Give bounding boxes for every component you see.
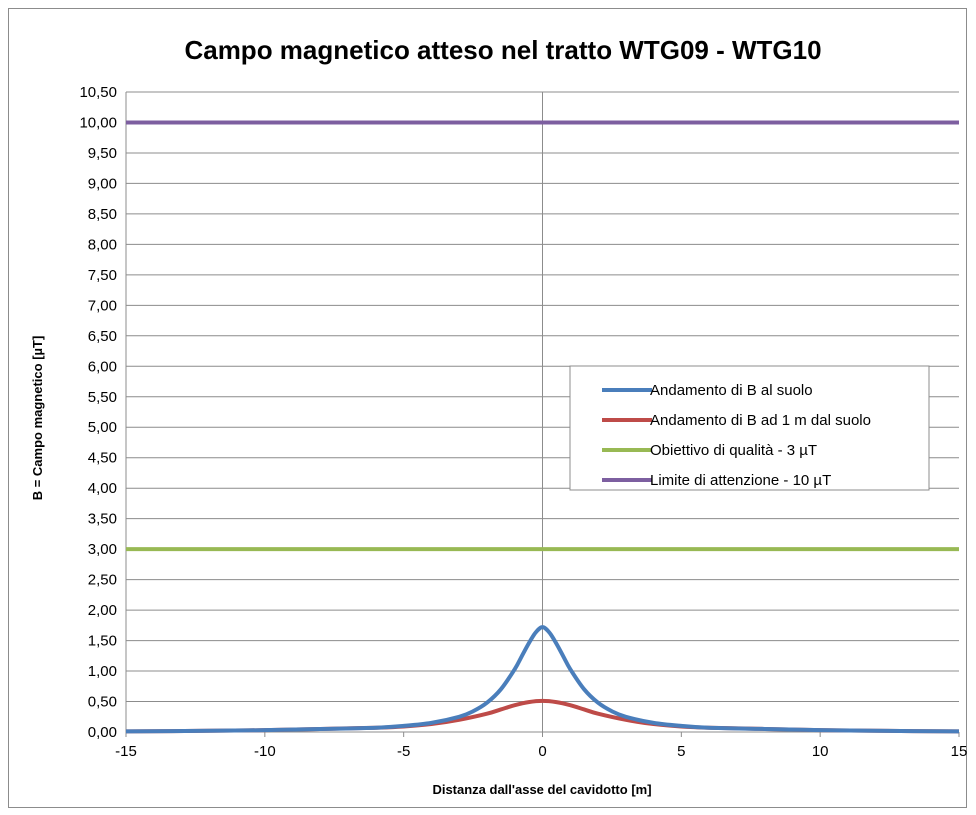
y-tick-label: 2,00	[88, 602, 117, 619]
chart-title: Campo magnetico atteso nel tratto WTG09 …	[184, 35, 821, 65]
series-line-b-suolo	[125, 625, 960, 734]
legend-item-obiettivo-label: Obiettivo di qualità - 3 µT	[650, 442, 817, 459]
legend-box	[569, 365, 930, 491]
chart-svg: Campo magnetico atteso nel tratto WTG09 …	[30, 35, 967, 797]
y-tick-label: 5,50	[88, 389, 117, 406]
x-tick-label: -5	[397, 743, 410, 760]
y-tick-label: 7,00	[88, 297, 117, 314]
y-tick-label: 8,50	[88, 206, 117, 223]
legend: Andamento di B al suolo Andamento di B ad…	[569, 365, 930, 491]
x-tick-label: 5	[677, 743, 685, 760]
y-tick-label: 9,50	[88, 145, 117, 162]
y-tick-label: 3,50	[88, 511, 117, 528]
y-tick-label: 4,00	[88, 480, 117, 497]
y-tick-label: 6,50	[88, 328, 117, 345]
chart-frame: Campo magnetico atteso nel tratto WTG09 …	[8, 8, 967, 808]
y-tick-label: 8,00	[88, 236, 117, 253]
y-tick-label: 10,00	[79, 114, 117, 131]
x-tick-label: 10	[812, 743, 829, 760]
y-tick-label: 0,00	[88, 724, 117, 741]
tick-layer: 0,00 0,50 1,00 1,50 2,00 2,50 3,00 3,50 4,00 4,50…	[79, 84, 967, 760]
y-tick-label: 0,50	[88, 694, 117, 711]
y-tick-label: 5,00	[88, 419, 117, 436]
y-tick-label: 9,00	[88, 175, 117, 192]
legend-item-b-suolo-label: Andamento di B al suolo	[650, 382, 813, 399]
y-tick-label: 4,50	[88, 450, 117, 467]
x-axis-label: Distanza dall'asse del cavidotto [m]	[432, 782, 651, 797]
y-tick-label: 10,50	[79, 84, 117, 101]
y-tick-label: 7,50	[88, 267, 117, 284]
y-tick-label: 6,00	[88, 358, 117, 375]
x-tick-label: 15	[951, 743, 968, 760]
y-tick-label: 1,50	[88, 633, 117, 650]
x-tick-label: -15	[115, 743, 137, 760]
y-axis-label: B = Campo magnetico [µT]	[30, 336, 45, 501]
x-tick-label: 0	[538, 743, 546, 760]
y-tick-label: 1,00	[88, 663, 117, 680]
y-tick-label: 2,50	[88, 572, 117, 589]
legend-item-limite-label: Limite di attenzione - 10 µT	[650, 472, 831, 489]
y-tick-label: 3,00	[88, 541, 117, 558]
legend-item-b-1m-label: Andamento di B ad 1 m dal suolo	[650, 412, 871, 429]
x-tick-label: -10	[254, 743, 276, 760]
series-layer	[125, 120, 960, 734]
